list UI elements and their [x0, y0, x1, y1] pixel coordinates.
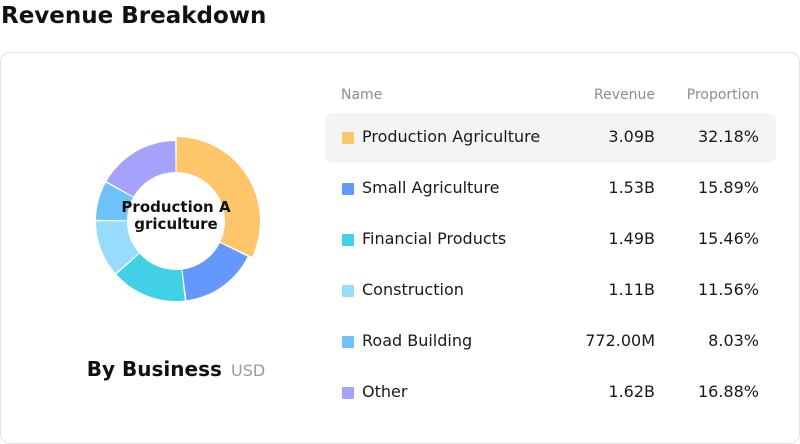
table-row[interactable]: Construction 1.11B 11.56%	[325, 266, 776, 316]
table-header: Name Revenue Proportion	[341, 87, 761, 107]
header-name: Name	[341, 87, 383, 103]
row-proportion: 15.46%	[697, 229, 759, 248]
revenue-card: Production Agriculture By Business USD N…	[0, 52, 800, 444]
row-proportion: 15.89%	[697, 178, 759, 197]
row-revenue: 1.62B	[608, 382, 655, 401]
row-proportion: 11.56%	[697, 280, 759, 299]
color-swatch	[342, 387, 354, 399]
row-proportion: 16.88%	[697, 382, 759, 401]
donut-chart	[96, 137, 260, 301]
row-revenue: 1.49B	[608, 229, 655, 248]
color-swatch	[342, 285, 354, 297]
color-swatch	[342, 132, 354, 144]
row-proportion: 32.18%	[697, 127, 759, 146]
row-revenue: 1.53B	[608, 178, 655, 197]
row-revenue: 1.11B	[608, 280, 655, 299]
page-title: Revenue Breakdown	[1, 3, 267, 29]
color-swatch	[342, 336, 354, 348]
donut-slice-financial-products[interactable]	[116, 253, 185, 301]
color-swatch	[342, 183, 354, 195]
donut-slice-small-agriculture[interactable]	[182, 242, 248, 301]
row-name: Financial Products	[362, 229, 507, 248]
color-swatch	[342, 234, 354, 246]
row-name: Construction	[362, 280, 464, 299]
table-row[interactable]: Financial Products 1.49B 15.46%	[325, 215, 776, 265]
chart-caption: By Business USD	[1, 357, 351, 381]
donut-slice-road-building[interactable]	[96, 182, 133, 221]
donut-center-label: Production Agriculture	[121, 198, 231, 233]
row-revenue: 772.00M	[585, 331, 655, 350]
row-name: Small Agriculture	[362, 178, 500, 197]
row-proportion: 8.03%	[708, 331, 759, 350]
row-name: Road Building	[362, 331, 473, 350]
row-revenue: 3.09B	[608, 127, 655, 146]
header-proportion: Proportion	[686, 87, 759, 103]
donut-slice-construction[interactable]	[96, 221, 139, 274]
chart-caption-title: By Business	[86, 357, 222, 381]
donut-slice-other[interactable]	[106, 141, 176, 197]
table-row[interactable]: Other 1.62B 16.88%	[325, 368, 776, 418]
chart-caption-unit: USD	[231, 361, 266, 380]
donut-slice-production-agriculture[interactable]	[176, 137, 260, 257]
table-row[interactable]: Small Agriculture 1.53B 15.89%	[325, 164, 776, 214]
header-revenue: Revenue	[594, 87, 655, 103]
row-name: Production Agriculture	[362, 127, 541, 146]
chart-area: Production Agriculture By Business USD	[1, 53, 341, 444]
table-row[interactable]: Road Building 772.00M 8.03%	[325, 317, 776, 367]
row-name: Other	[362, 382, 408, 401]
table-row[interactable]: Production Agriculture 3.09B 32.18%	[325, 113, 776, 163]
